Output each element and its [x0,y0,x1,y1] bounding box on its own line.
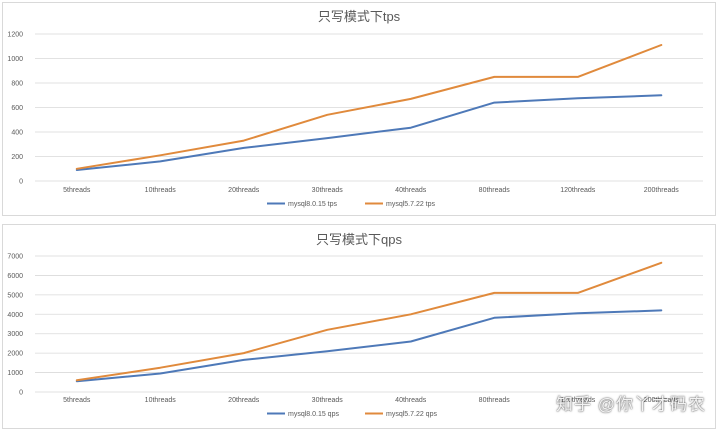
legend-label-1: mysql8.0.15 qps [288,411,339,418]
y-tick-label: 200 [11,154,23,161]
y-tick-label: 0 [19,390,23,397]
x-tick-label: 30threads [312,187,344,194]
legend-label-2: mysql5.7.22 qps [386,411,437,418]
y-tick-label: 7000 [7,254,23,261]
y-tick-label: 1000 [7,56,23,63]
y-tick-label: 6000 [7,273,23,280]
watermark: 知乎 @你丫才码农 [556,395,706,414]
y-tick-label: 1000 [7,370,23,377]
x-tick-label: 5threads [63,397,91,404]
y-tick-label: 2000 [7,351,23,358]
x-tick-label: 20threads [228,187,260,194]
tps-chart: 只写模式下tps 0 200 400 600 800 1000 1200 5threads 10t… [7,9,703,208]
y-tick-label: 3000 [7,331,23,338]
legend-label-2: mysql5.7.22 tps [386,201,436,208]
y-tick-label: 800 [11,81,23,88]
chart-title: 只写模式下tps [318,9,401,24]
x-tick-label: 200threads [644,397,680,404]
x-tick-label: 10threads [145,397,177,404]
y-tick-label: 1200 [7,32,23,39]
x-tick-label: 30threads [312,397,344,404]
x-tick-label: 80threads [479,397,511,404]
y-tick-label: 600 [11,105,23,112]
x-tick-label: 40threads [395,397,427,404]
y-tick-label: 0 [19,179,23,186]
x-tick-label: 10threads [145,187,177,194]
x-tick-label: 40threads [395,187,427,194]
x-tick-label: 200threads [644,187,680,194]
y-tick-label: 4000 [7,312,23,319]
y-tick-label: 400 [11,130,23,137]
series-line-2 [75,44,663,170]
chart-title: 只写模式下qps [316,232,402,247]
chart-panel-qps: 只写模式下qps 0 1000 2000 3000 4000 5000 6000 7000 5th… [2,224,716,429]
chart-panel-tps: 只写模式下tps 0 200 400 600 800 1000 1200 5threads 10t… [2,2,716,216]
series-line-1 [75,309,663,383]
series-line-1 [75,94,663,171]
x-tick-label: 20threads [228,397,260,404]
x-tick-label: 80threads [479,187,511,194]
y-tick-label: 5000 [7,292,23,299]
x-tick-label: 120threads [560,187,596,194]
series-line-2 [75,261,663,382]
qps-chart: 只写模式下qps 0 1000 2000 3000 4000 5000 6000 7000 5th… [7,232,703,418]
x-tick-label: 120threads [560,397,596,404]
legend-label-1: mysql8.0.15 tps [288,201,338,208]
x-tick-label: 5threads [63,187,91,194]
